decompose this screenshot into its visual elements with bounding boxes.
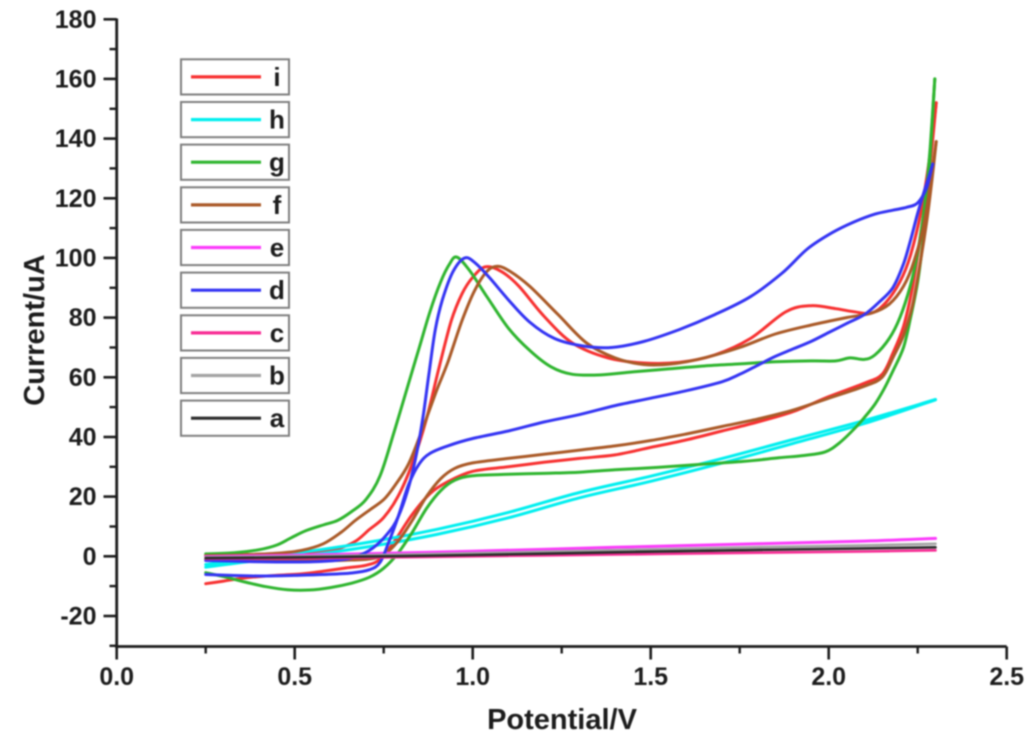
svg-text:80: 80 xyxy=(69,304,97,332)
svg-text:g: g xyxy=(269,147,285,177)
svg-text:b: b xyxy=(269,361,285,391)
svg-text:1.5: 1.5 xyxy=(633,663,668,691)
svg-text:140: 140 xyxy=(55,125,97,153)
svg-text:20: 20 xyxy=(69,483,97,511)
svg-text:2.5: 2.5 xyxy=(989,663,1024,691)
svg-text:Current/uA: Current/uA xyxy=(19,254,51,406)
svg-text:e: e xyxy=(270,233,284,263)
svg-text:0.5: 0.5 xyxy=(277,663,312,691)
svg-text:d: d xyxy=(269,275,285,305)
svg-text:i: i xyxy=(273,62,280,92)
svg-text:180: 180 xyxy=(55,6,97,34)
svg-text:h: h xyxy=(269,105,285,135)
svg-text:120: 120 xyxy=(55,185,97,213)
svg-text:a: a xyxy=(270,403,285,433)
svg-text:60: 60 xyxy=(69,364,97,392)
svg-text:0.0: 0.0 xyxy=(99,663,134,691)
svg-text:Potential/V: Potential/V xyxy=(487,704,638,736)
svg-text:-20: -20 xyxy=(60,603,96,631)
svg-text:100: 100 xyxy=(55,245,97,273)
svg-text:1.0: 1.0 xyxy=(455,663,490,691)
svg-text:c: c xyxy=(270,318,284,348)
svg-text:160: 160 xyxy=(55,66,97,94)
svg-text:40: 40 xyxy=(69,424,97,452)
svg-text:f: f xyxy=(273,190,282,220)
svg-text:0: 0 xyxy=(83,543,97,571)
svg-text:2.0: 2.0 xyxy=(811,663,846,691)
